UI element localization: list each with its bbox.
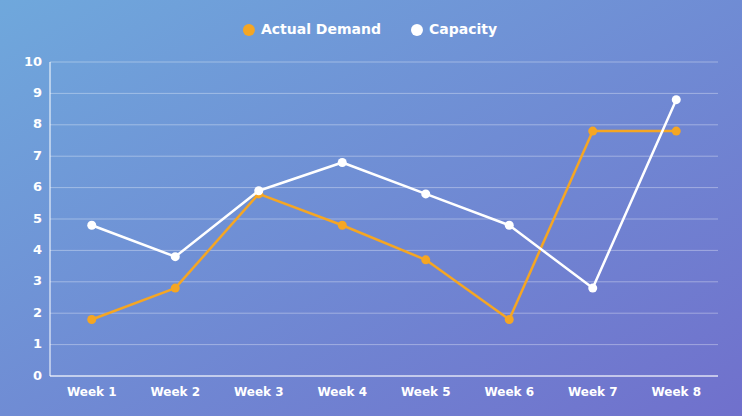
series-marker <box>87 315 96 324</box>
legend-swatch <box>411 24 423 36</box>
grid-line <box>50 219 718 220</box>
series-marker <box>672 127 681 136</box>
series-marker <box>338 158 347 167</box>
y-tick-label: 9 <box>33 85 42 100</box>
y-tick-label: 8 <box>33 116 42 131</box>
y-tick-label: 4 <box>33 242 42 257</box>
grid-line <box>50 250 718 251</box>
legend: Actual Demand Capacity <box>243 21 497 37</box>
y-tick-label: 0 <box>33 368 42 383</box>
series-line <box>92 100 677 288</box>
series-marker <box>338 221 347 230</box>
x-tick-label: Week 1 <box>67 385 117 399</box>
grid-line <box>50 344 718 345</box>
series-line <box>92 131 677 319</box>
y-tick-label: 2 <box>33 305 42 320</box>
series-marker <box>505 315 514 324</box>
background <box>0 0 742 416</box>
chart: 0 1 2 3 4 5 6 7 8 9 10 Week 1 Week 2 Week 3 Week 4 Week… <box>0 0 742 416</box>
legend-label: Capacity <box>429 21 497 37</box>
y-axis <box>50 62 51 376</box>
series-marker <box>588 127 597 136</box>
x-tick-label: Week 5 <box>401 385 451 399</box>
plot-area <box>87 95 681 324</box>
y-tick-label: 7 <box>33 148 42 163</box>
series-marker <box>672 95 681 104</box>
x-tick-label: Week 3 <box>234 385 284 399</box>
x-axis <box>50 376 718 377</box>
grid-line <box>50 281 718 282</box>
y-tick-label: 1 <box>33 336 42 351</box>
y-tick-label: 10 <box>24 54 42 69</box>
legend-swatch <box>243 24 255 36</box>
y-tick-label: 3 <box>33 273 42 288</box>
series-marker <box>505 221 514 230</box>
series-marker <box>254 186 263 195</box>
grid-line <box>50 187 718 188</box>
y-tick-label: 5 <box>33 211 42 226</box>
x-tick-label: Week 7 <box>568 385 618 399</box>
series-marker <box>588 284 597 293</box>
series-marker <box>87 221 96 230</box>
grid-line <box>50 156 718 157</box>
x-tick-label: Week 6 <box>484 385 534 399</box>
grid-line <box>50 313 718 314</box>
series-marker <box>421 255 430 264</box>
grid-line <box>50 376 718 377</box>
grid-line <box>50 124 718 125</box>
x-tick-label: Week 2 <box>150 385 200 399</box>
grid-line <box>50 93 718 94</box>
x-tick-label: Week 8 <box>651 385 701 399</box>
y-tick-label: 6 <box>33 179 42 194</box>
series-marker <box>421 189 430 198</box>
grid-line <box>50 62 718 63</box>
legend-label: Actual Demand <box>261 21 381 37</box>
x-tick-label: Week 4 <box>317 385 367 399</box>
series-marker <box>171 252 180 261</box>
series-marker <box>171 284 180 293</box>
